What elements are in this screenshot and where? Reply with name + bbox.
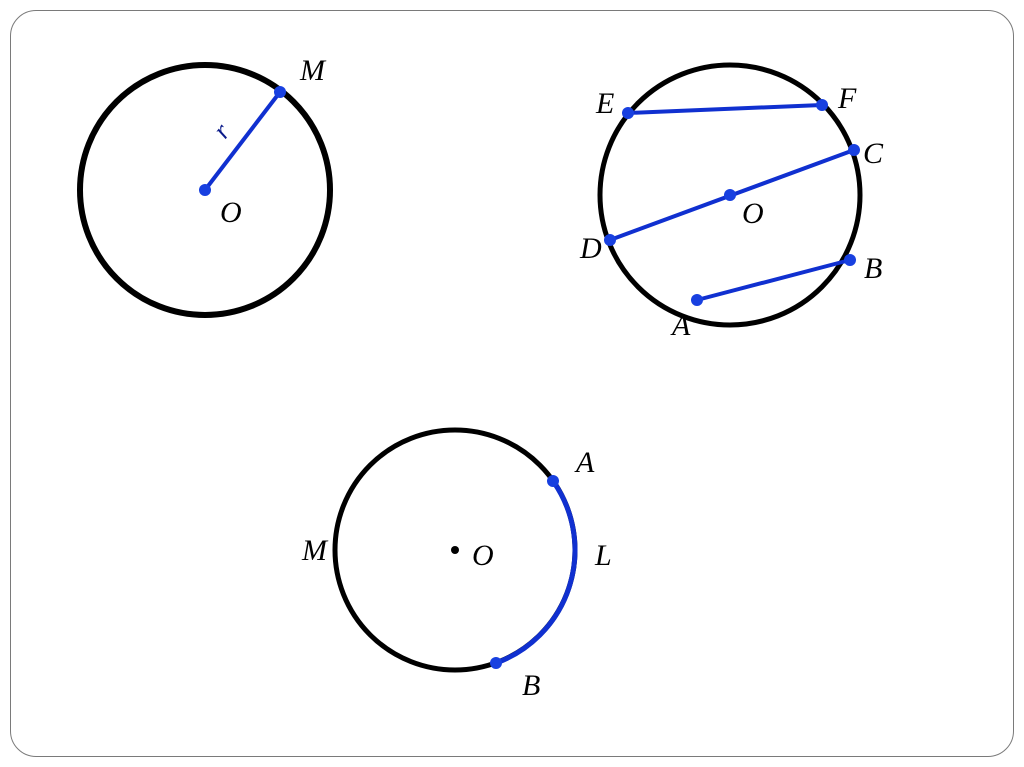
point-B-3 [490, 657, 502, 669]
label-M-3: M [301, 534, 329, 567]
label-A-3: A [574, 446, 595, 479]
label-B-3: B [522, 669, 540, 702]
point-A-3 [547, 475, 559, 487]
label-O-3: O [472, 539, 494, 572]
label-L: L [594, 539, 612, 572]
point-O-3 [451, 546, 459, 554]
figure-arc: A L B M O [0, 0, 1024, 767]
